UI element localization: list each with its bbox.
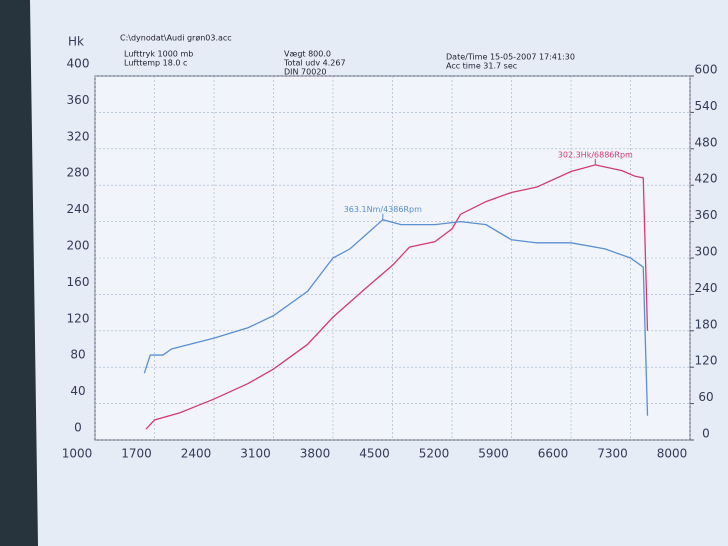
y2-tick-label: 0	[702, 427, 710, 441]
y-tick-label: 0	[74, 421, 82, 435]
header-text: Total udv 4.267	[283, 59, 346, 68]
header-text: Vægt 800.0	[284, 50, 331, 59]
annotation: 302.3Hk/6886Rpm	[558, 150, 633, 159]
x-tick-label: 7300	[597, 447, 628, 461]
y-tick-label: 320	[67, 129, 90, 143]
y2-tick-label: 360	[695, 208, 718, 222]
y-tick-label: 200	[67, 239, 90, 253]
y2-tick-label: 60	[698, 390, 713, 404]
x-tick-label: 1000	[62, 447, 93, 461]
y2-tick-label: 300	[695, 245, 718, 259]
x-tick-label: 1700	[121, 447, 152, 461]
y-axis-label: Hk	[68, 35, 84, 49]
header-text: Lufttemp 18.0 c	[124, 59, 187, 68]
x-tick-label: 4500	[359, 447, 390, 461]
y-tick-label: 400	[67, 57, 90, 71]
y-tick-label: 40	[70, 384, 85, 398]
y2-tick-label: 600	[695, 63, 718, 77]
x-tick-label: 3100	[240, 447, 271, 461]
x-tick-label: 3800	[300, 447, 331, 461]
y-tick-label: 360	[67, 93, 90, 107]
y-tick-label: 160	[67, 275, 90, 289]
y2-tick-label: 240	[695, 281, 718, 295]
y-tick-label: 240	[67, 202, 90, 216]
y-tick-label: 280	[67, 166, 90, 180]
header-text: Acc time 31.7 sec	[446, 62, 517, 71]
y-tick-label: 120	[67, 311, 90, 325]
y2-tick-label: 420	[695, 172, 718, 186]
annotation: 363.1Nm/4386Rpm	[344, 205, 422, 214]
series-line	[145, 164, 649, 430]
header-text: C:\dynodat\Audi grøn03.acc	[120, 34, 232, 43]
x-tick-label: 8000	[657, 447, 688, 461]
y2-tick-label: 120	[695, 354, 718, 368]
y2-tick-label: 180	[695, 317, 718, 331]
x-tick-label: 6600	[538, 447, 569, 461]
y2-tick-label: 480	[695, 135, 718, 149]
y2-tick-label: 540	[695, 99, 718, 113]
y-tick-label: 80	[70, 348, 85, 362]
header-text: Date/Time 15-05-2007 17:41:30	[446, 53, 575, 62]
x-tick-label: 5200	[419, 447, 450, 461]
header-text: DIN 70020	[284, 68, 327, 77]
header-text: Lufttryk 1000 mb	[124, 50, 193, 59]
x-tick-label: 5900	[478, 447, 509, 461]
x-tick-label: 2400	[181, 447, 212, 461]
